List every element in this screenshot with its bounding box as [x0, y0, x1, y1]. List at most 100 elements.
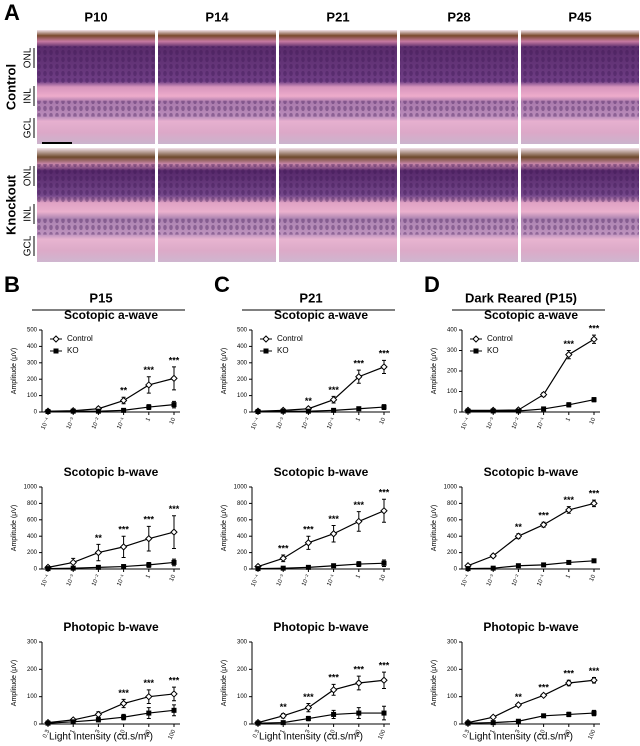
chart: Scotopic a-wave Amplitude (μV) 0 100 200 300 4… [431, 308, 600, 431]
y-tick-label: 1000 [234, 485, 248, 491]
marker [280, 720, 286, 726]
y-tick-label: 0 [454, 567, 458, 573]
x-tick-label: 1 [490, 728, 497, 734]
marker [146, 562, 152, 568]
layer-label: INL [23, 206, 34, 222]
marker [356, 710, 362, 716]
y-tick-label: 0 [454, 410, 458, 416]
marker [381, 710, 387, 716]
marker [121, 564, 127, 570]
x-tick-label: 1 [565, 416, 572, 422]
significance: *** [303, 525, 314, 535]
x-tick-label: 10⁻³ [276, 417, 286, 430]
legend-label: KO [67, 346, 79, 355]
x-tick-label: 10⁻³ [276, 574, 286, 587]
marker [171, 707, 177, 713]
marker [381, 560, 387, 566]
x-tick-label: 10 [589, 573, 598, 582]
marker [356, 406, 362, 412]
significance: *** [538, 511, 549, 521]
y-tick-label: 300 [447, 348, 458, 354]
histology-texture [279, 218, 397, 235]
y-tick-label: 1000 [24, 485, 38, 491]
significance: ** [515, 692, 523, 702]
marker [355, 679, 363, 687]
marker [380, 676, 388, 684]
marker [263, 348, 269, 354]
marker [255, 720, 261, 726]
marker [170, 374, 178, 383]
significance: *** [169, 675, 180, 685]
marker [329, 395, 338, 404]
y-tick-label: 0 [244, 410, 248, 416]
x-tick-label: 10⁻⁴ [40, 416, 52, 431]
significance: *** [538, 682, 549, 692]
significance: *** [169, 504, 180, 514]
data-line [47, 531, 175, 568]
histology-texture [37, 218, 155, 235]
panel-title: P21 [299, 290, 322, 305]
marker [280, 408, 286, 414]
marker [45, 409, 51, 415]
marker [381, 404, 387, 410]
x-tick-label: 10⁻² [511, 417, 521, 430]
x-tick-label: 10⁻¹ [116, 574, 126, 587]
significance: ** [95, 533, 103, 543]
histology-texture [400, 100, 518, 117]
y-tick-label: 600 [27, 517, 38, 523]
significance: *** [328, 514, 339, 524]
y-tick-label: 400 [447, 534, 458, 540]
histology-texture [37, 100, 155, 117]
data-line [467, 679, 595, 724]
x-tick-label: 10⁻² [91, 574, 101, 587]
significance: *** [354, 359, 365, 369]
data-line [468, 338, 595, 411]
marker [565, 350, 573, 359]
x-tick-label: 10⁻⁴ [40, 573, 52, 588]
marker [121, 714, 127, 720]
marker [94, 548, 103, 557]
y-tick-label: 200 [27, 667, 38, 673]
legend-label: Control [67, 334, 93, 343]
marker [515, 718, 521, 724]
y-tick-label: 600 [447, 517, 458, 523]
y-axis-label: Amplitude (μV) [11, 505, 18, 551]
chart-title: Scotopic b-wave [274, 465, 369, 479]
chart: Photopic b-wave Amplitude (μV) 0 100 200 300 0… [11, 620, 180, 741]
data-line [467, 712, 595, 724]
marker [591, 710, 597, 716]
chart: Scotopic b-wave Amplitude (μV) 0 200 400 600 8… [11, 465, 180, 588]
legend-label: Control [277, 334, 303, 343]
marker [52, 335, 60, 343]
histology-texture [521, 218, 639, 235]
data-line [257, 562, 385, 570]
marker [146, 404, 152, 410]
marker [355, 373, 363, 381]
marker [590, 335, 598, 343]
marker [45, 566, 51, 572]
x-tick-label: 10⁻¹ [326, 417, 336, 430]
marker [305, 716, 311, 722]
histology-texture [158, 45, 276, 85]
x-tick-label: 30 [144, 728, 153, 737]
marker [490, 565, 496, 571]
significance: *** [303, 692, 314, 702]
x-tick-label: 10⁻⁴ [460, 573, 472, 588]
significance: *** [564, 669, 575, 679]
column-label: P10 [84, 9, 107, 24]
marker [465, 408, 471, 414]
x-tick-label: 0.3 [42, 728, 51, 739]
y-tick-label: 400 [27, 534, 38, 540]
marker [566, 711, 572, 717]
chart-title: Scotopic b-wave [64, 465, 159, 479]
data-line [257, 510, 385, 568]
data-line [47, 404, 175, 413]
significance: *** [328, 385, 339, 395]
significance: *** [589, 488, 600, 498]
x-axis-label: Light Intensity (cd.s/m²) [469, 732, 573, 743]
histology-texture [400, 45, 518, 85]
data-line [467, 560, 595, 570]
x-tick-label: 1 [280, 728, 287, 734]
histology-texture [158, 163, 276, 203]
significance: *** [278, 543, 289, 553]
